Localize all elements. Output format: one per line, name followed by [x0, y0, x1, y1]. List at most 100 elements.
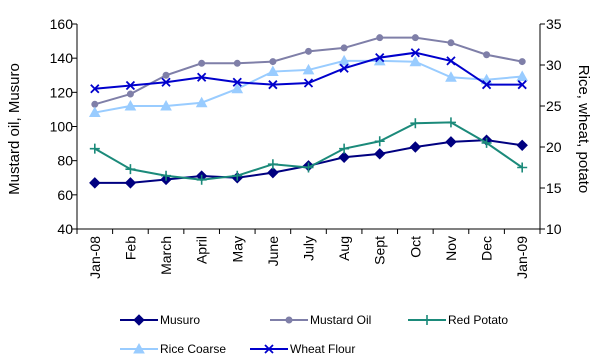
data-point-musuro [516, 139, 528, 151]
data-point-red-potato [517, 162, 528, 173]
data-point-red-potato [232, 170, 243, 181]
x-tick-label: Jan-08 [87, 236, 103, 279]
data-point-rice-coarse [267, 65, 279, 77]
right-axis-ticks: 10 15 20 25 30 35 [540, 16, 562, 237]
legend-label-wheat-flour: Wheat Flour [290, 342, 355, 356]
data-point-mustard-oil [162, 71, 170, 79]
x-tick-label: June [265, 236, 281, 267]
data-point-wheat-flour [446, 56, 456, 66]
data-point-red-potato [196, 174, 207, 185]
series-wheat-flour [90, 48, 527, 94]
legend-item-mustard-oil: Mustard Oil [270, 313, 371, 327]
left-tick-label: 100 [50, 119, 74, 135]
legend: Musuro Mustard Oil Red Potato Rice Coarse Wh… [120, 313, 508, 356]
data-point-wheat-flour [410, 48, 420, 58]
right-tick-label: 10 [546, 221, 562, 237]
data-point-rice-coarse [516, 70, 529, 81]
data-point-wheat-flour [125, 80, 136, 91]
series-mustard-oil [91, 34, 526, 108]
data-point-wheat-flour [90, 84, 100, 94]
data-point-wheat-flour [339, 63, 349, 73]
left-tick-label: 160 [50, 16, 74, 32]
right-tick-label: 35 [546, 16, 562, 32]
right-tick-label: 25 [546, 98, 562, 114]
data-point-musuro [267, 166, 279, 179]
data-point-musuro [409, 141, 422, 153]
data-point-wheat-flour [375, 52, 385, 63]
data-point-red-potato [303, 162, 314, 173]
data-point-mustard-oil [483, 51, 491, 59]
left-tick-label: 40 [57, 221, 73, 237]
data-point-mustard-oil [411, 34, 419, 42]
x-tick-label: Feb [122, 236, 138, 260]
left-tick-label: 60 [57, 187, 73, 203]
data-point-wheat-flour [303, 78, 314, 88]
legend-label-red-potato: Red Potato [448, 313, 508, 327]
data-point-mustard-oil [518, 58, 526, 66]
x-tick-label: Nov [443, 236, 459, 261]
x-tick-label: April [194, 236, 210, 264]
data-point-red-potato [89, 143, 100, 154]
legend-marker-rice-coarse [133, 342, 145, 354]
data-point-mustard-oil [305, 47, 312, 55]
left-axis-ticks: 40 60 80 100 120 140 160 [50, 16, 77, 237]
data-point-red-potato [481, 137, 492, 148]
legend-item-rice-coarse: Rice Coarse [120, 342, 226, 356]
data-point-red-potato [339, 143, 350, 154]
data-point-rice-coarse [124, 99, 137, 111]
data-point-mustard-oil [126, 90, 134, 98]
series-musuro [89, 134, 528, 189]
data-point-red-potato [161, 170, 172, 181]
data-point-rice-coarse [302, 63, 315, 75]
data-point-rice-coarse [231, 82, 244, 94]
data-point-red-potato [374, 136, 385, 147]
data-point-musuro [338, 151, 350, 163]
series-rice-coarse [88, 54, 529, 118]
legend-marker-musuro [133, 314, 145, 326]
data-point-mustard-oil [198, 59, 206, 67]
data-point-musuro [445, 136, 457, 148]
series-layer [88, 34, 529, 189]
data-point-wheat-flour [481, 80, 492, 90]
series-red-potato [89, 117, 528, 185]
data-point-mustard-oil [340, 44, 348, 52]
data-point-musuro [374, 148, 386, 160]
data-point-rice-coarse [88, 106, 101, 118]
data-point-red-potato [125, 164, 136, 175]
data-point-rice-coarse [195, 96, 208, 108]
x-tick-label: Dec [479, 236, 495, 261]
data-point-musuro [89, 177, 101, 189]
legend-item-red-potato: Red Potato [408, 313, 508, 327]
legend-item-wheat-flour: Wheat Flour [250, 342, 355, 356]
data-point-wheat-flour [197, 72, 207, 82]
legend-item-musuro: Musuro [120, 313, 200, 327]
data-point-rice-coarse [338, 54, 350, 66]
legend-marker-wheat-flour [264, 344, 274, 354]
data-point-wheat-flour [517, 80, 527, 90]
x-tick-label: March [158, 236, 174, 275]
data-point-rice-coarse [409, 55, 422, 67]
x-axis-ticks: Jan-08 Feb March April May June July Aug Sept Oct… [76, 229, 541, 279]
data-point-wheat-flour [161, 77, 171, 87]
data-point-red-potato [445, 117, 456, 128]
data-point-mustard-oil [91, 100, 99, 108]
data-point-rice-coarse [445, 71, 457, 82]
right-tick-label: 30 [546, 57, 562, 73]
data-point-red-potato [267, 159, 278, 170]
legend-label-musuro: Musuro [160, 313, 200, 327]
data-point-wheat-flour [268, 80, 278, 90]
right-tick-label: 15 [546, 180, 562, 196]
data-point-mustard-oil [376, 34, 384, 42]
data-point-rice-coarse [160, 99, 172, 111]
x-tick-label: May [229, 236, 245, 262]
legend-marker-mustard-oil [285, 316, 293, 324]
legend-marker-red-potato [422, 315, 432, 325]
legend-label-rice-coarse: Rice Coarse [160, 342, 226, 356]
data-point-wheat-flour [232, 77, 242, 87]
x-tick-label: Oct [407, 236, 423, 258]
data-point-musuro [124, 177, 137, 189]
right-axis-title: Rice, wheat, potato [575, 65, 592, 193]
left-tick-label: 80 [57, 153, 73, 169]
data-point-mustard-oil [233, 59, 241, 67]
x-tick-label: July [301, 236, 317, 261]
